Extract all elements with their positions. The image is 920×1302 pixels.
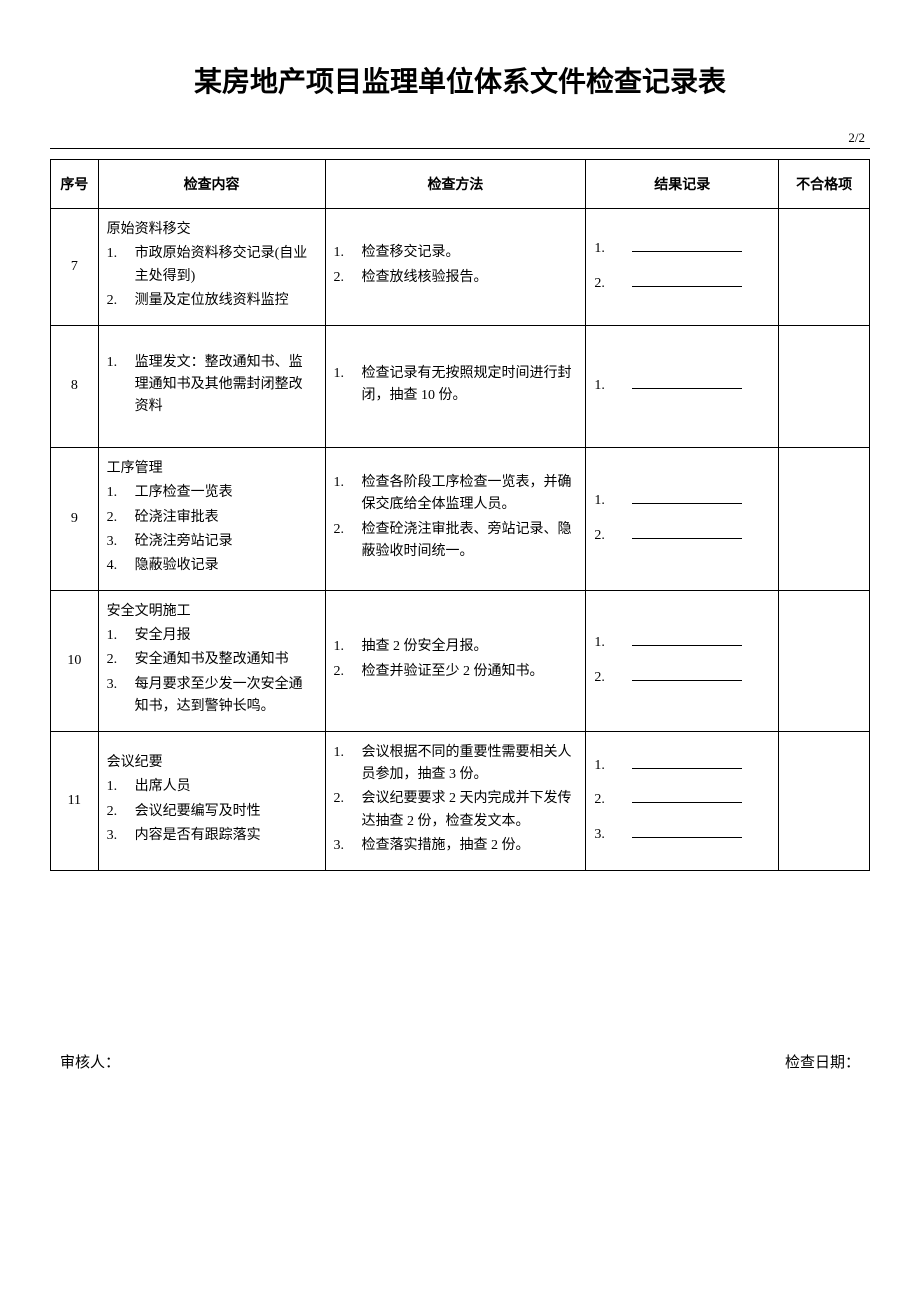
result-blank-line xyxy=(632,238,742,252)
result-blank-line xyxy=(632,490,742,504)
result-blank-line xyxy=(632,273,742,287)
list-item: 1.市政原始资料移交记录(自业主处得到) xyxy=(107,243,317,288)
list-item: 2.会议纪要要求 2 天内完成并下发传达抽查 2 份，检查发文本。 xyxy=(334,788,578,833)
cell-fail xyxy=(779,325,870,447)
footer: 审核人： 检查日期： xyxy=(50,1051,870,1072)
table-header-row: 序号 检查内容 检查方法 结果记录 不合格项 xyxy=(51,160,870,209)
cell-result: 1. 2. xyxy=(586,447,779,590)
cell-method: 1.会议根据不同的重要性需要相关人员参加，抽查 3 份。2.会议纪要要求 2 天… xyxy=(325,731,586,870)
cell-result: 1. 2. xyxy=(586,590,779,731)
cell-method: 1.检查记录有无按照规定时间进行封闭，抽查 10 份。 xyxy=(325,325,586,447)
result-blank-line xyxy=(632,667,742,681)
result-item: 2. xyxy=(594,789,770,811)
result-blank-line xyxy=(632,824,742,838)
result-blank-line xyxy=(632,375,742,389)
content-heading: 工序管理 xyxy=(107,458,317,480)
cell-content: 原始资料移交1.市政原始资料移交记录(自业主处得到)2.测量及定位放线资料监控 xyxy=(98,209,325,326)
result-blank-line xyxy=(632,632,742,646)
page-title: 某房地产项目监理单位体系文件检查记录表 xyxy=(50,60,870,100)
result-blank-line xyxy=(632,755,742,769)
list-item: 1.抽查 2 份安全月报。 xyxy=(334,636,578,658)
list-item: 1.检查记录有无按照规定时间进行封闭，抽查 10 份。 xyxy=(334,363,578,408)
content-heading: 会议纪要 xyxy=(107,752,317,774)
cell-content: 1.监理发文：整改通知书、监理通知书及其他需封闭整改资料 xyxy=(98,325,325,447)
content-heading: 安全文明施工 xyxy=(107,601,317,623)
list-item: 1.会议根据不同的重要性需要相关人员参加，抽查 3 份。 xyxy=(334,742,578,787)
cell-content: 安全文明施工1.安全月报2.安全通知书及整改通知书 3.每月要求至少发一次安全通知… xyxy=(98,590,325,731)
list-item: 1.安全月报 xyxy=(107,625,317,647)
result-item: 1. xyxy=(594,755,770,777)
cell-seq: 10 xyxy=(51,590,99,731)
list-item: 2.检查砼浇注审批表、旁站记录、隐蔽验收时间统一。 xyxy=(334,519,578,564)
table-row: 9 工序管理1.工序检查一览表 2.砼浇注审批表3.砼浇注旁站记录4.隐蔽验收记录 1… xyxy=(51,447,870,590)
result-item: 1. xyxy=(594,238,770,260)
cell-seq: 7 xyxy=(51,209,99,326)
cell-result: 1. 2. 3. xyxy=(586,731,779,870)
reviewer-label: 审核人： xyxy=(60,1051,120,1072)
cell-method: 1.检查移交记录。 2.检查放线核验报告。 xyxy=(325,209,586,326)
result-item: 2. xyxy=(594,273,770,295)
list-item: 4.隐蔽验收记录 xyxy=(107,555,317,577)
list-item: 1.工序检查一览表 xyxy=(107,482,317,504)
cell-fail xyxy=(779,209,870,326)
header-fail: 不合格项 xyxy=(779,160,870,209)
list-item: 2.安全通知书及整改通知书 xyxy=(107,649,317,671)
cell-content: 工序管理1.工序检查一览表 2.砼浇注审批表3.砼浇注旁站记录4.隐蔽验收记录 xyxy=(98,447,325,590)
list-item: 1.检查移交记录。 xyxy=(334,242,578,264)
list-item: 3.内容是否有跟踪落实 xyxy=(107,825,317,847)
list-item: 2.会议纪要编写及时性 xyxy=(107,801,317,823)
cell-seq: 9 xyxy=(51,447,99,590)
header-seq: 序号 xyxy=(51,160,99,209)
cell-fail xyxy=(779,731,870,870)
cell-fail xyxy=(779,447,870,590)
date-label: 检查日期： xyxy=(785,1051,860,1072)
result-item: 2. xyxy=(594,525,770,547)
table-row: 10 安全文明施工1.安全月报2.安全通知书及整改通知书 3.每月要求至少发一次安全… xyxy=(51,590,870,731)
cell-content: 会议纪要1.出席人员 2.会议纪要编写及时性3.内容是否有跟踪落实 xyxy=(98,731,325,870)
cell-method: 1.检查各阶段工序检查一览表，并确保交底给全体监理人员。2.检查砼浇注审批表、旁… xyxy=(325,447,586,590)
cell-result: 1. 2. xyxy=(586,209,779,326)
header-result: 结果记录 xyxy=(586,160,779,209)
cell-seq: 11 xyxy=(51,731,99,870)
result-blank-line xyxy=(632,525,742,539)
table-row: 11 会议纪要1.出席人员 2.会议纪要编写及时性3.内容是否有跟踪落实 1.会议根据… xyxy=(51,731,870,870)
cell-result: 1. xyxy=(586,325,779,447)
page-number: 2/2 xyxy=(50,130,870,146)
result-item: 2. xyxy=(594,667,770,689)
list-item: 2.砼浇注审批表 xyxy=(107,507,317,529)
cell-method: 1.抽查 2 份安全月报。 2.检查并验证至少 2 份通知书。 xyxy=(325,590,586,731)
divider xyxy=(50,148,870,149)
list-item: 2.检查并验证至少 2 份通知书。 xyxy=(334,661,578,683)
inspection-table: 序号 检查内容 检查方法 结果记录 不合格项 7原始资料移交1.市政原始资料移交… xyxy=(50,159,870,871)
header-content: 检查内容 xyxy=(98,160,325,209)
table-row: 81.监理发文：整改通知书、监理通知书及其他需封闭整改资料 1.检查记录有无按照规… xyxy=(51,325,870,447)
result-item: 3. xyxy=(594,824,770,846)
list-item: 3.砼浇注旁站记录 xyxy=(107,531,317,553)
cell-seq: 8 xyxy=(51,325,99,447)
list-item: 3.每月要求至少发一次安全通知书，达到警钟长鸣。 xyxy=(107,674,317,719)
header-method: 检查方法 xyxy=(325,160,586,209)
result-item: 1. xyxy=(594,375,770,397)
list-item: 1.监理发文：整改通知书、监理通知书及其他需封闭整改资料 xyxy=(107,352,317,419)
cell-fail xyxy=(779,590,870,731)
result-item: 1. xyxy=(594,632,770,654)
result-item: 1. xyxy=(594,490,770,512)
list-item: 1.出席人员 xyxy=(107,776,317,798)
list-item: 3.检查落实措施，抽查 2 份。 xyxy=(334,835,578,857)
table-row: 7原始资料移交1.市政原始资料移交记录(自业主处得到)2.测量及定位放线资料监控… xyxy=(51,209,870,326)
list-item: 2.检查放线核验报告。 xyxy=(334,267,578,289)
result-blank-line xyxy=(632,789,742,803)
content-heading: 原始资料移交 xyxy=(107,219,317,241)
list-item: 2.测量及定位放线资料监控 xyxy=(107,290,317,312)
list-item: 1.检查各阶段工序检查一览表，并确保交底给全体监理人员。 xyxy=(334,472,578,517)
